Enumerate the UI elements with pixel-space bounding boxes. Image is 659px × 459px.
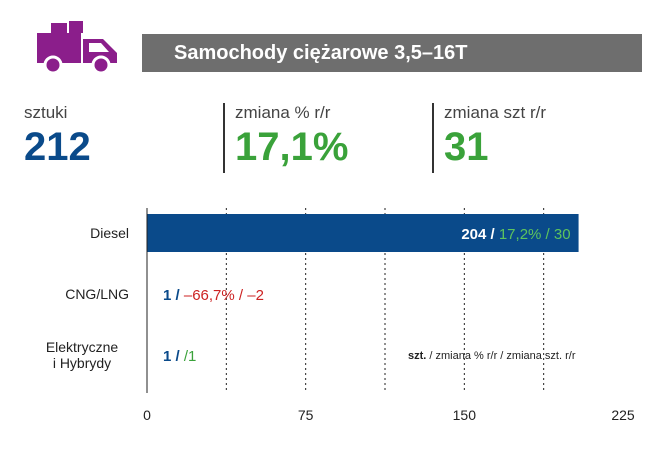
stat-unit-change-label: zmiana szt r/r [444,103,547,122]
truck-icon [37,21,117,75]
bar [147,214,579,252]
stat-pct-change-value: 17,1% [235,125,349,169]
stat-separator [223,103,225,173]
stat-units-value: 212 [24,125,91,169]
stat-pct-change: zmiana % r/r 17,1% [235,103,348,169]
stat-units-label: sztuki [24,103,68,122]
tick-label: 0 [143,407,151,423]
page-title: Samochody ciężarowe 3,5–16T [142,34,642,72]
category-label: Diesel [90,225,129,241]
bar-data-label: 1 / /1 [163,348,196,365]
stat-separator [432,103,434,173]
tick-label: 75 [298,407,314,423]
tick-label: 150 [453,407,477,423]
category-label: Elektryczne i Hybrydy [46,339,119,371]
stat-pct-change-label: zmiana % r/r [235,103,331,122]
stat-units: sztuki 212 [24,103,91,169]
bar-data-label: 204 / 17,2% / 30 [461,226,570,243]
category-label: CNG/LNG [65,286,129,302]
legend-note: szt. / zmiana % r/r / zmiana szt. r/r [408,350,576,362]
bar-data-label: 1 / –66,7% / –2 [163,287,264,304]
stat-unit-change-value: 31 [444,125,489,169]
tick-label: 225 [611,407,635,423]
stat-unit-change: zmiana szt r/r 31 [444,103,546,169]
